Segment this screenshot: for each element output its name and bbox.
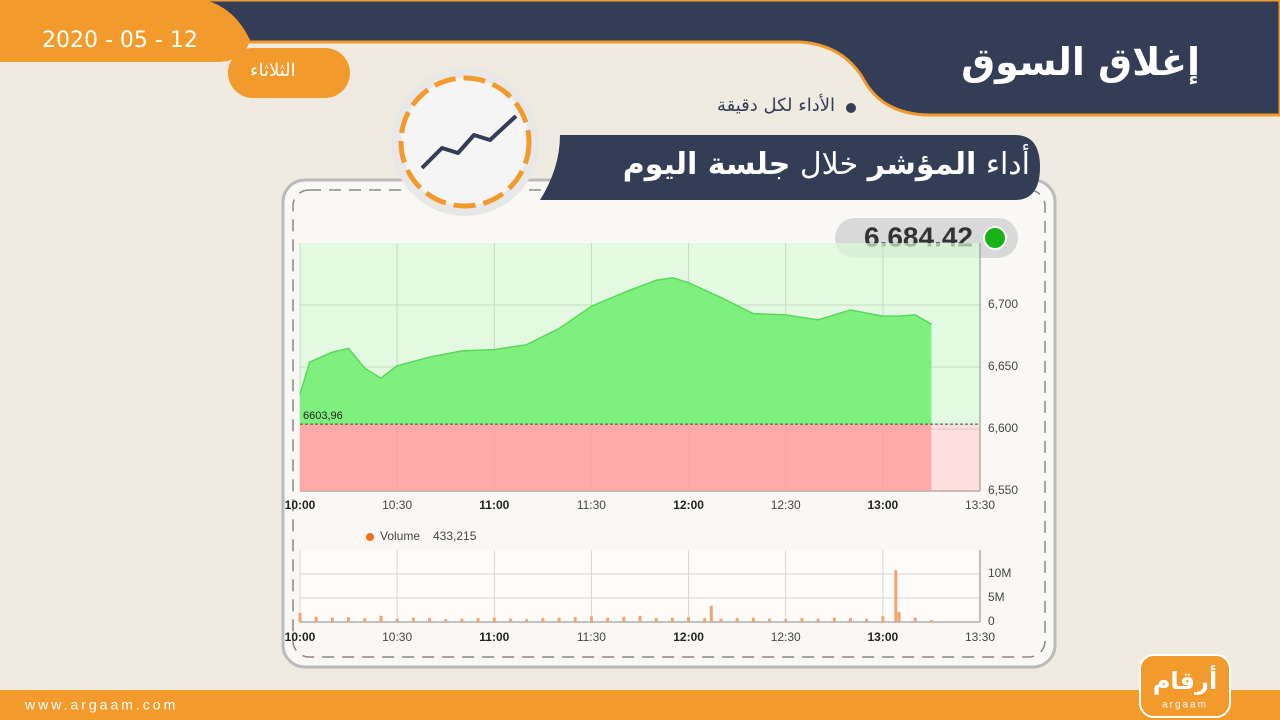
legend-label: Volume [380,529,420,543]
volume-bar [929,620,933,622]
volume-bar [460,618,464,622]
volume-bar [541,618,545,622]
volume-bar [735,618,739,622]
volume-bar [557,617,561,622]
title-band [540,135,1040,200]
volume-bar [865,618,869,622]
volume-bar [784,619,788,622]
title-part: أداء [985,147,1030,182]
y-tick-label: 0 [988,614,995,628]
volume-bar [428,618,432,622]
logo-box [1139,654,1231,718]
x-tick-label: 12:00 [673,630,704,644]
volume-bar [913,617,917,622]
volume-bar [638,615,642,622]
volume-bar [832,617,836,622]
x-tick-label: 10:30 [382,630,412,644]
y-tick-label: 5M [988,590,1005,604]
title-part: جلسة اليوم [622,147,791,182]
date-banner [0,0,250,62]
volume-bar [330,617,334,622]
volume-bar [395,618,399,622]
x-tick-label: 11:00 [479,630,509,644]
x-tick-label: 13:00 [868,630,899,644]
x-tick-label: 12:30 [771,630,801,644]
subtitle: الأداء لكل دقيقة [716,95,835,116]
day: الثلاثاء [250,60,296,81]
x-tick-label: 13:00 [868,498,899,512]
x-tick-label: 11:30 [577,498,606,512]
line [299,276,932,395]
volume-bar [606,617,610,622]
header-title: إغلاق السوق [961,40,1200,84]
volume-bar [654,618,658,622]
icon-line [420,114,518,170]
volume-bar [816,618,820,622]
x-tick-label: 12:30 [771,498,801,512]
volume-bar [411,617,415,622]
y-tick-label: 6,650 [988,359,1018,373]
below-reference-rest [931,424,980,491]
footer-bar [0,690,1280,720]
legend-marker [366,533,374,541]
y-tick-label: 6,600 [988,421,1018,435]
title-part: المؤشر [867,147,977,182]
volume-bar [768,618,772,622]
legend-value: 433,215 [433,529,477,543]
volume-bar [670,617,674,622]
volume-bar [894,570,898,622]
x-tick-label: 11:30 [577,630,606,644]
x-tick-label: 13:30 [965,498,995,512]
volume-bar [379,615,383,622]
logo-latin: argaam [1162,700,1208,711]
below-reference [300,424,932,491]
volume-bar [719,618,723,622]
volume-bar [687,617,691,622]
y-tick-label: 10M [988,566,1011,580]
x-tick-label: 10:30 [382,498,412,512]
volume-bar [314,616,318,622]
volume-bar [525,619,529,622]
plot-area [300,550,980,622]
icon-ring [398,75,532,209]
volume-bar [508,618,512,622]
volume-bar [709,605,713,622]
volume-bar [444,619,448,622]
day-pill [228,48,350,98]
volume-bar [298,612,302,622]
area [300,277,932,425]
volume-bar [492,617,496,622]
volume-bar [881,616,885,622]
x-tick-label: 12:00 [673,498,704,512]
bullet [846,103,856,113]
volume-bar [848,618,852,622]
volume-bar [800,618,804,622]
value-dot [983,226,1007,250]
reference-label: 6603,96 [303,410,343,422]
volume-bar [363,618,367,622]
volume-bar [476,618,480,622]
x-tick-label: 10:00 [285,630,316,644]
date: 2020 - 05 - 12 [42,28,198,53]
y-tick-label: 6,550 [988,483,1018,497]
volume-bar [347,617,351,622]
logo: أرقام [1153,665,1217,695]
title-part: خلال [799,147,859,182]
x-tick-label: 11:00 [479,498,509,512]
volume-bar [897,611,901,622]
chart-title: أداء المؤشر خلال جلسة اليوم [623,147,1030,182]
y-tick-label: 6,700 [988,297,1018,311]
volume-bar [622,616,626,622]
x-tick-label: 13:30 [965,630,995,644]
x-tick-label: 10:00 [285,498,316,512]
volume-bar [573,617,577,622]
footer-url: www.argaam.com [24,697,178,713]
volume-bar [703,618,707,622]
volume-bar [751,617,755,622]
volume-bar [589,616,593,622]
